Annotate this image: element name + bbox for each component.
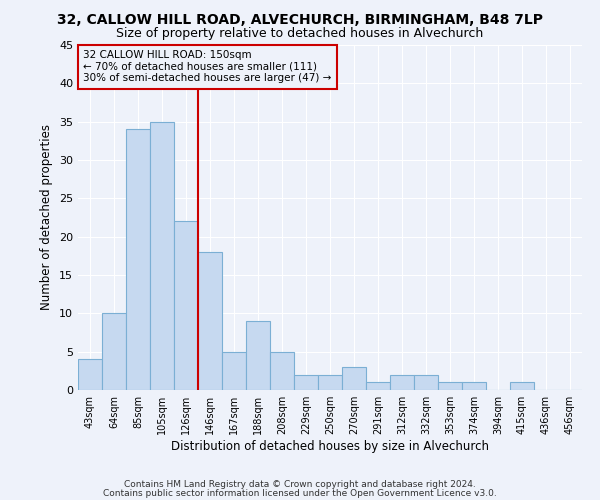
- Text: Size of property relative to detached houses in Alvechurch: Size of property relative to detached ho…: [116, 28, 484, 40]
- Bar: [150, 122, 174, 390]
- Bar: [222, 352, 246, 390]
- Bar: [102, 314, 126, 390]
- Bar: [510, 382, 534, 390]
- Bar: [294, 374, 318, 390]
- Bar: [246, 321, 270, 390]
- Bar: [270, 352, 294, 390]
- Text: 32 CALLOW HILL ROAD: 150sqm
← 70% of detached houses are smaller (111)
30% of se: 32 CALLOW HILL ROAD: 150sqm ← 70% of det…: [83, 50, 331, 84]
- Bar: [174, 222, 198, 390]
- Y-axis label: Number of detached properties: Number of detached properties: [40, 124, 53, 310]
- Bar: [438, 382, 462, 390]
- Bar: [366, 382, 390, 390]
- X-axis label: Distribution of detached houses by size in Alvechurch: Distribution of detached houses by size …: [171, 440, 489, 453]
- Bar: [462, 382, 486, 390]
- Bar: [390, 374, 414, 390]
- Bar: [78, 360, 102, 390]
- Bar: [342, 367, 366, 390]
- Bar: [318, 374, 342, 390]
- Bar: [198, 252, 222, 390]
- Bar: [126, 130, 150, 390]
- Text: Contains public sector information licensed under the Open Government Licence v3: Contains public sector information licen…: [103, 488, 497, 498]
- Text: 32, CALLOW HILL ROAD, ALVECHURCH, BIRMINGHAM, B48 7LP: 32, CALLOW HILL ROAD, ALVECHURCH, BIRMIN…: [57, 12, 543, 26]
- Text: Contains HM Land Registry data © Crown copyright and database right 2024.: Contains HM Land Registry data © Crown c…: [124, 480, 476, 489]
- Bar: [414, 374, 438, 390]
